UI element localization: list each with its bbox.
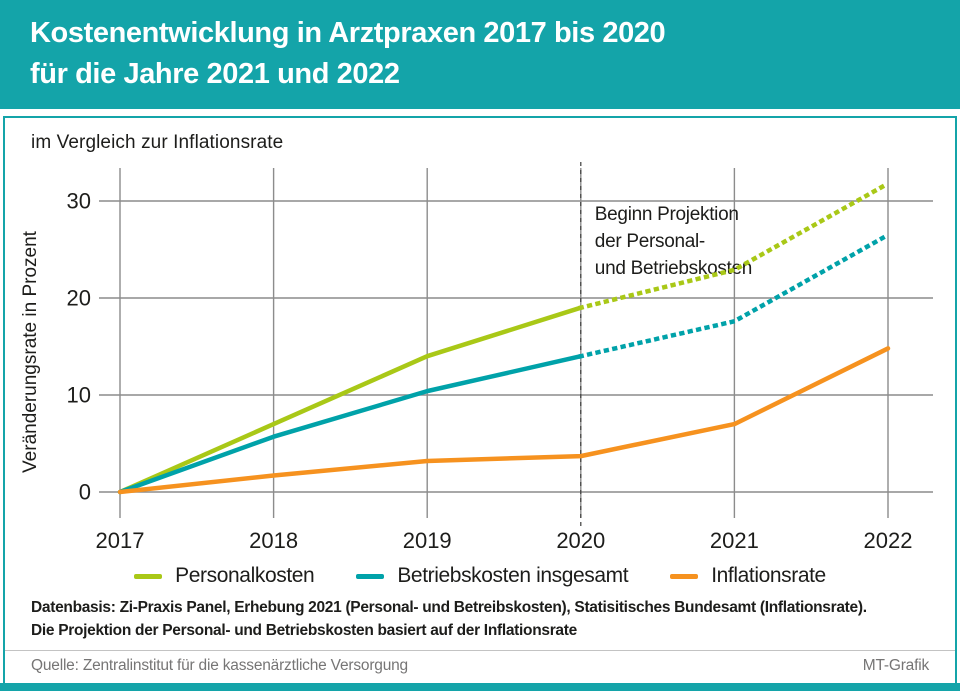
chart-panel: im Vergleich zur Inflationsrate 0 10 20 30 B…: [3, 116, 957, 684]
x-tick-label: 2018: [249, 528, 298, 553]
legend-dash-icon: [356, 573, 385, 579]
credit-text: MT-Grafik: [862, 657, 929, 675]
legend-dash-icon: [134, 573, 163, 579]
line-actual-Personalkosten: [117, 305, 584, 495]
datenbasis-line2: Die Projektion der Personal- und Betrieb…: [31, 621, 577, 639]
legend-label: Personalkosten: [175, 564, 315, 588]
legend-item-inflationsrate: Inflationsrate: [670, 564, 826, 588]
line-projection-Personalkosten: [578, 180, 892, 311]
header-gap: [0, 109, 960, 117]
y-tick-label: 20: [67, 286, 91, 311]
x-tick-label: 2019: [403, 528, 452, 553]
legend-item-personalkosten: Personalkosten: [134, 564, 315, 588]
x-tick-label: 2017: [96, 528, 145, 553]
x-tick-label: 2020: [556, 528, 605, 553]
legend-label: Betriebskosten insgesamt: [397, 564, 629, 588]
y-tick-label: 0: [79, 480, 91, 505]
datenbasis-note: Datenbasis: Zi-Praxis Panel, Erhebung 20…: [31, 597, 929, 642]
source-text: Quelle: Zentralinstitut für die kassenär…: [31, 657, 408, 675]
cost-development-line-chart: 0 10 20 30 Beginn Projektion der Personal-und…: [20, 162, 933, 553]
datenbasis-line1: Datenbasis: Zi-Praxis Panel, Erhebung 20…: [31, 599, 867, 617]
x-tick-label: 2022: [864, 528, 913, 553]
legend-item-betriebskosten-insgesamt: Betriebskosten insgesamt: [356, 564, 629, 588]
legend-dash-icon: [670, 573, 699, 579]
source-row: Quelle: Zentralinstitut für die kassenär…: [31, 657, 929, 675]
projection-annotation-line1: Beginn Projektion: [595, 204, 739, 225]
header-bar: Kostenentwicklung in Arztpraxen 2017 bis…: [0, 0, 960, 110]
line-projection-Betriebskosten insgesamt: [578, 232, 892, 360]
y-tick-label: 10: [67, 383, 91, 408]
y-tick-label: 30: [67, 189, 91, 214]
y-axis-title: Veränderungsrate in Prozent: [20, 231, 41, 474]
bottom-accent-bar: [0, 683, 960, 691]
x-tick-label: 2021: [710, 528, 759, 553]
line-Inflationsrate: [117, 346, 891, 495]
projection-annotation-line2: der Personal-: [595, 231, 705, 252]
legend-label: Inflationsrate: [711, 564, 826, 588]
page-title-line1: Kostenentwicklung in Arztpraxen 2017 bis…: [30, 17, 666, 49]
chart-legend: Personalkosten Betriebskosten insgesamt In…: [5, 564, 955, 588]
page-title-line2: für die Jahre 2021 und 2022: [30, 58, 400, 91]
line-actual-Betriebskosten insgesamt: [117, 354, 584, 495]
projection-annotation-line3: und Betriebskosten: [595, 258, 752, 279]
chart-subtitle: im Vergleich zur Inflationsrate: [31, 132, 284, 154]
footer-divider: [5, 650, 955, 652]
